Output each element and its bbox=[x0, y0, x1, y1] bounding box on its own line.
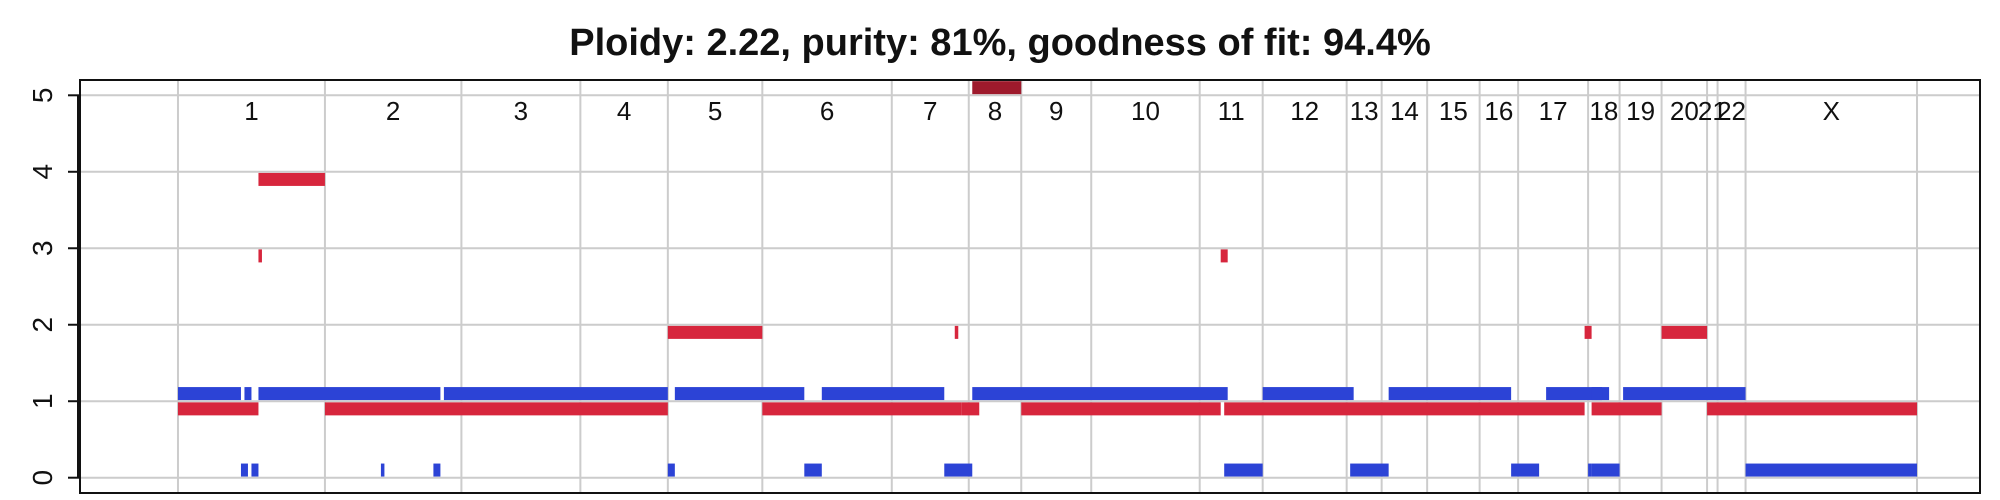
chromosome-label-13: 13 bbox=[1350, 96, 1379, 126]
minor-allele-segment bbox=[443, 387, 668, 401]
y-tick-label-3: 3 bbox=[27, 240, 58, 256]
total-copy-number-segment bbox=[762, 402, 962, 416]
total-copy-number-segment bbox=[961, 402, 980, 416]
chromosome-label-6: 6 bbox=[820, 96, 834, 126]
chromosome-label-19: 19 bbox=[1626, 96, 1655, 126]
chromosome-label-21: 21 bbox=[1698, 96, 1727, 126]
minor-allele-segment bbox=[251, 463, 259, 477]
total-copy-number-segment bbox=[324, 402, 668, 416]
y-axis: 0 1 2 3 4 5 bbox=[27, 88, 80, 486]
total-copy-number-segment bbox=[1707, 402, 1918, 416]
total-copy-number-segment bbox=[1021, 402, 1221, 416]
plot-frame bbox=[79, 79, 1981, 494]
minor-allele-segment bbox=[1262, 387, 1354, 401]
minor-allele-segment bbox=[674, 387, 805, 401]
minor-allele-segment bbox=[1588, 463, 1592, 477]
minor-allele-segment bbox=[944, 463, 973, 477]
minor-allele-segment bbox=[244, 387, 252, 401]
capped-segment bbox=[972, 81, 1022, 95]
chromosome-label-10: 10 bbox=[1131, 96, 1160, 126]
minor-allele-segment bbox=[1511, 463, 1540, 477]
minor-allele-segment bbox=[1745, 463, 1918, 477]
minor-allele-segment bbox=[380, 463, 385, 477]
minor-allele-segment bbox=[240, 463, 248, 477]
total-copy-number-segment bbox=[1224, 402, 1585, 416]
total-copy-number-segment bbox=[954, 325, 959, 339]
chromosome-label-22: 22 bbox=[1717, 96, 1746, 126]
minor-allele-segment bbox=[258, 387, 441, 401]
chromosome-label-18: 18 bbox=[1589, 96, 1618, 126]
chromosome-label-12: 12 bbox=[1290, 96, 1319, 126]
minor-allele-segment bbox=[177, 387, 241, 401]
y-tick-label-1: 1 bbox=[27, 393, 58, 409]
chromosome-label-2: 2 bbox=[386, 96, 400, 126]
grid-lines bbox=[80, 80, 1980, 493]
chromosome-label-17: 17 bbox=[1539, 96, 1568, 126]
chromosome-label-15: 15 bbox=[1439, 96, 1468, 126]
minor-allele-segment bbox=[804, 463, 822, 477]
minor-allele-segment bbox=[1623, 387, 1746, 401]
chromosome-label-9: 9 bbox=[1049, 96, 1063, 126]
chromosome-label-16: 16 bbox=[1484, 96, 1513, 126]
chromosome-label-11: 11 bbox=[1218, 96, 1245, 126]
chromosome-label-5: 5 bbox=[708, 96, 722, 126]
y-tick-label-5: 5 bbox=[27, 88, 58, 104]
minor-allele-segment bbox=[1591, 463, 1620, 477]
chromosome-label-X: X bbox=[1823, 96, 1840, 126]
chromosome-label-8: 8 bbox=[988, 96, 1002, 126]
total-copy-number-segment bbox=[667, 325, 763, 339]
total-copy-number-segment bbox=[258, 172, 325, 186]
y-tick-label-4: 4 bbox=[27, 164, 58, 180]
minor-allele-segment bbox=[1591, 387, 1603, 401]
total-copy-number-segment bbox=[258, 249, 262, 263]
minor-allele-segment bbox=[433, 463, 441, 477]
total-copy-number-segment bbox=[1661, 325, 1708, 339]
chromosome-label-7: 7 bbox=[923, 96, 937, 126]
y-tick-label-0: 0 bbox=[27, 470, 58, 486]
minor-allele-segment bbox=[1350, 463, 1389, 477]
minor-allele-segment bbox=[667, 463, 675, 477]
total-copy-number-segment bbox=[177, 402, 259, 416]
chromosome-label-20: 20 bbox=[1670, 96, 1699, 126]
minor-allele-segment bbox=[1224, 463, 1263, 477]
chromosome-label-1: 1 bbox=[244, 96, 258, 126]
chromosome-label-14: 14 bbox=[1390, 96, 1419, 126]
minor-allele-segment bbox=[1388, 387, 1512, 401]
y-tick-label-2: 2 bbox=[27, 317, 58, 333]
total-copy-number-segment bbox=[1584, 325, 1592, 339]
segment-bars bbox=[177, 81, 1918, 477]
total-copy-number-segment bbox=[1220, 249, 1228, 263]
chromosome-label-4: 4 bbox=[617, 96, 631, 126]
minor-allele-segment bbox=[821, 387, 945, 401]
total-copy-number-segment bbox=[1591, 402, 1662, 416]
chart-title: Ploidy: 2.22, purity: 81%, goodness of f… bbox=[569, 22, 1431, 64]
chromosome-label-3: 3 bbox=[514, 96, 528, 126]
minor-allele-segment bbox=[972, 387, 1228, 401]
